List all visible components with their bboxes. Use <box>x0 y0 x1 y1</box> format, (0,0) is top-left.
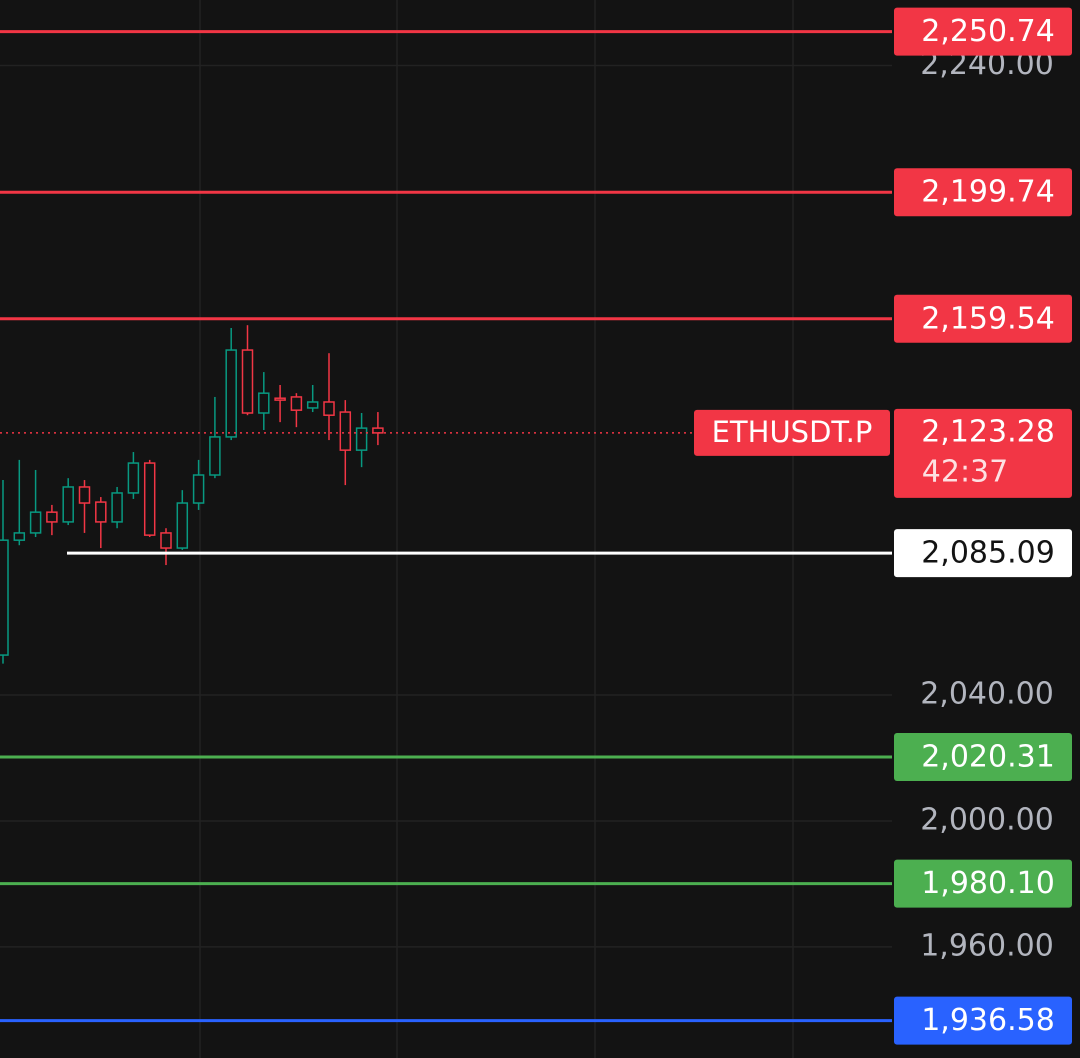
candle-body <box>29 511 42 534</box>
price-line-label: 2,085.09 <box>921 536 1055 571</box>
price-line-box <box>894 859 1072 908</box>
candle-body <box>13 532 26 541</box>
candle-body <box>258 392 270 414</box>
candle-body <box>143 462 156 536</box>
y-tick-label: 1,960.00 <box>920 928 1054 963</box>
price-line-label: 1,980.10 <box>921 866 1055 901</box>
candle-body <box>127 462 140 494</box>
candle-body <box>306 401 319 409</box>
candle-body <box>323 401 335 416</box>
last-price-box <box>894 408 1072 498</box>
price-line-box <box>894 294 1072 343</box>
candle-body <box>290 396 303 411</box>
candle-body <box>0 539 9 656</box>
symbol-label: ETHUSDT.P <box>712 415 873 449</box>
candle-body <box>46 511 58 523</box>
y-tick-label: 2,040.00 <box>920 677 1054 712</box>
vertical-grid <box>199 0 794 1058</box>
price-line-label: 2,020.31 <box>921 740 1055 775</box>
price-line-box <box>894 529 1072 578</box>
candle-body <box>241 349 254 414</box>
price-line-box <box>894 996 1072 1045</box>
candle-body <box>111 492 123 523</box>
candle-body <box>225 349 237 438</box>
candle-body <box>62 486 74 523</box>
candle-body <box>192 474 205 504</box>
candle-body <box>274 397 286 401</box>
countdown-label: 42:37 <box>922 454 1008 489</box>
y-tick-label: 2,000.00 <box>920 802 1054 837</box>
candle-body <box>209 436 221 476</box>
candle-body <box>355 427 368 451</box>
last-price-label: 2,123.28 <box>921 414 1055 449</box>
candle-body <box>160 532 172 549</box>
candle-body <box>176 502 189 549</box>
price-line-box <box>894 733 1072 782</box>
price-line-label: 2,199.74 <box>921 175 1055 210</box>
price-line-box <box>894 7 1072 56</box>
candle-body <box>95 501 107 523</box>
candle-body <box>339 411 352 451</box>
symbol-box <box>694 409 890 456</box>
price-line-box <box>894 168 1072 217</box>
price-line-label: 1,936.58 <box>921 1003 1055 1038</box>
candle-body <box>372 427 384 434</box>
price-line-label: 2,159.54 <box>921 301 1055 336</box>
candle-body <box>78 486 91 504</box>
price-line-label: 2,250.74 <box>921 14 1055 49</box>
